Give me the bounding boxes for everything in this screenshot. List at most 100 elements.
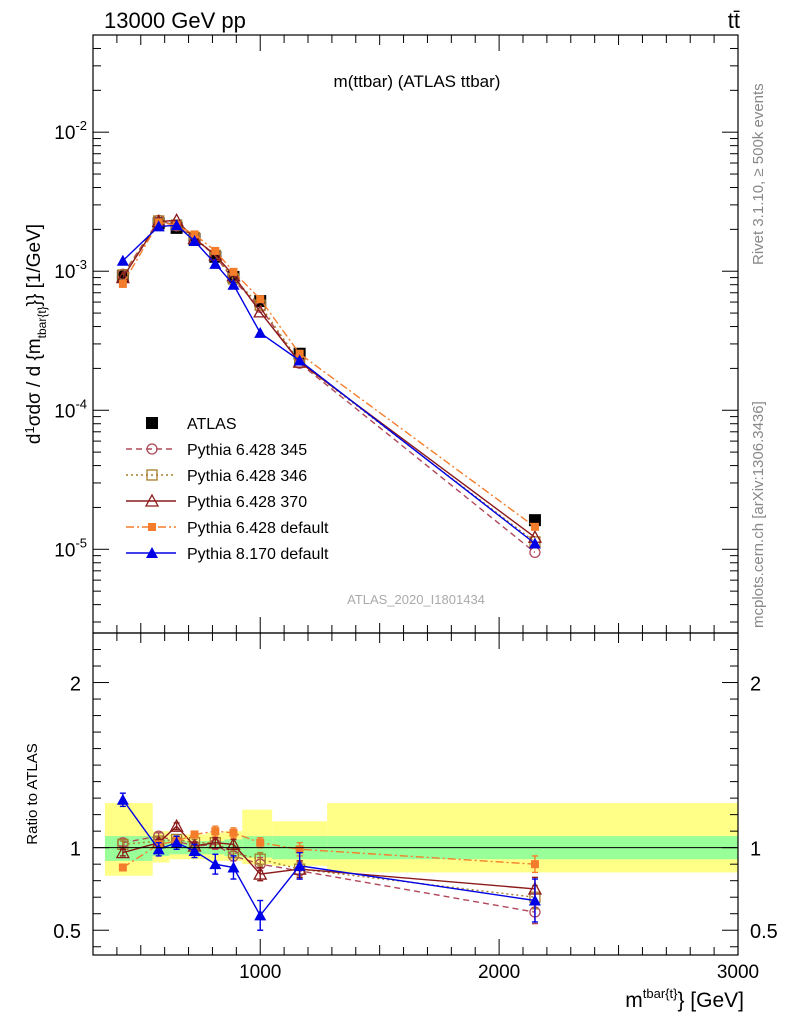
main-series-3 (115, 213, 543, 543)
svg-text:d1σdσ / d {mtbar{t}}} [1/GeV]: d1σdσ / d {mtbar{t}}} [1/GeV] (22, 224, 49, 444)
main-series-4 (118, 218, 539, 531)
ratio-point (253, 866, 268, 880)
ratio-point (190, 830, 199, 839)
legend-label: Pythia 6.428 370 (187, 494, 307, 511)
ratio-axes: 0.5 0.5 1 1 2 2 1000 2000 3000 (53, 633, 778, 983)
ratio-point (227, 861, 240, 873)
ratio-series-4 (116, 792, 541, 931)
legend-label: Pythia 6.428 345 (187, 442, 307, 459)
ratio-y-tick-label: 0.5 (53, 921, 81, 943)
ratio-point (118, 863, 127, 872)
main-data-layer (115, 213, 543, 559)
collision-label: 13000 GeV pp (104, 8, 246, 33)
main-point (293, 354, 306, 366)
ratio-y-tick-label: 1 (70, 839, 81, 861)
ratio-point (256, 838, 265, 847)
ratio-y-tick-label-right: 0.5 (750, 921, 778, 943)
ratio-y-axis-label: Ratio to ATLAS (24, 743, 41, 844)
main-series-line (122, 220, 536, 543)
main-point (118, 279, 127, 288)
ratio-point (530, 860, 539, 869)
ratio-point (209, 858, 222, 870)
ratio-point (528, 894, 541, 906)
main-point (295, 349, 304, 358)
ratio-point (115, 845, 130, 859)
main-point (253, 304, 268, 318)
legend: ATLAS Pythia 6.428 345 Pythia 6.428 346 Pyt… (126, 416, 329, 563)
ratio-point (169, 818, 184, 832)
main-title: m(ttbar) (ATLAS ttbar) (334, 72, 501, 91)
legend-marker (146, 417, 158, 429)
x-axis-label: mtbar{t}} [GeV] (625, 986, 744, 1012)
legend-entry: Pythia 6.428 370 (126, 493, 307, 511)
legend-label: Pythia 6.428 default (187, 520, 329, 537)
main-frame (92, 34, 739, 634)
ratio-point (295, 845, 304, 854)
main-y-tick-label: 10-5 (54, 535, 87, 561)
legend-entry: Pythia 8.170 default (126, 546, 329, 563)
process-label: tt̄ (728, 8, 740, 33)
legend-label: Pythia 8.170 default (187, 546, 329, 563)
main-point (170, 219, 183, 231)
ratio-y-tick-label-right: 2 (750, 674, 761, 696)
ratio-point (226, 837, 241, 851)
main-point (152, 220, 165, 232)
legend-marker (148, 523, 156, 531)
legend-marker (144, 493, 160, 507)
main-y-tick-label: 10-4 (54, 396, 87, 422)
ratio-point (152, 843, 165, 855)
main-point (116, 254, 129, 266)
main-point (227, 278, 240, 290)
legend-entry: ATLAS (146, 416, 237, 433)
source-label: mcplots.cern.ch [arXiv:1306.3436] (750, 401, 767, 628)
main-series-5 (116, 219, 541, 549)
main-series-line (122, 219, 536, 538)
legend-entry: Pythia 6.428 345 (126, 442, 307, 459)
x-tick-label: 1000 (239, 962, 281, 983)
analysis-watermark: ATLAS_2020_I1801434 (347, 592, 485, 607)
legend-label: ATLAS (187, 416, 237, 433)
main-y-axis-label: d1σdσ / d {mtbar{t}}} [1/GeV] (22, 224, 49, 444)
main-point (254, 326, 267, 338)
ratio-frame (92, 632, 739, 956)
main-series-2 (117, 215, 541, 548)
ratio-point (116, 793, 129, 805)
legend-marker (146, 469, 158, 481)
main-point (188, 234, 201, 246)
svg-text:mtbar{t}} [GeV]: mtbar{t}} [GeV] (625, 986, 744, 1012)
main-point (211, 246, 220, 255)
ratio-series-3 (118, 825, 539, 874)
rivet-version-label: Rivet 3.1.10, ≥ 500k events (750, 83, 767, 265)
ratio-series-line (122, 838, 535, 898)
main-point (190, 230, 199, 239)
legend-entry: Pythia 6.428 346 (126, 468, 307, 485)
main-point (209, 257, 222, 269)
legend-marker (146, 547, 158, 558)
ratio-panel: 0.5 0.5 1 1 2 2 1000 2000 3000 Ratio to ATLAS mt… (24, 632, 778, 1012)
ratio-point (170, 836, 183, 848)
ratio-data-layer (115, 792, 543, 931)
main-point (528, 537, 541, 549)
main-y-tick-label: 10-3 (54, 257, 87, 283)
main-series-0 (116, 217, 541, 527)
ratio-point (254, 909, 267, 921)
ratio-point (188, 844, 201, 856)
legend-label: Pythia 6.428 346 (187, 468, 307, 485)
legend-entry: Pythia 6.428 default (126, 520, 329, 537)
x-tick-label: 2000 (478, 962, 520, 983)
x-tick-label: 3000 (717, 962, 759, 983)
ratio-band-inner (242, 836, 273, 858)
ratio-point (229, 828, 238, 837)
ratio-y-tick-label-right: 1 (750, 839, 761, 861)
ratio-point (211, 827, 220, 836)
main-axes: 10-5 10-4 10-3 10-2 (54, 34, 739, 633)
legend-marker (146, 443, 158, 455)
main-series-line (122, 221, 536, 528)
main-y-tick-label: 10-2 (54, 118, 87, 144)
main-series-1 (117, 214, 541, 559)
main-point (229, 267, 238, 276)
ratio-point (293, 859, 306, 871)
main-point (256, 295, 265, 304)
main-panel: 10-510-410-310-2 m(ttbar) (ATLAS ttbar) … (22, 34, 739, 634)
